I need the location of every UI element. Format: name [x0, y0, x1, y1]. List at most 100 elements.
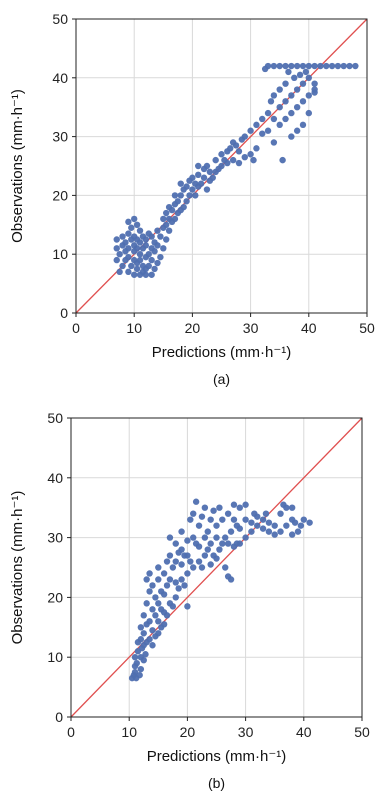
data-point-b [192, 498, 200, 505]
x-ticks-a: 0 10 20 30 40 50 [72, 313, 375, 336]
data-point-a [288, 109, 295, 117]
data-point-a [218, 162, 225, 170]
data-point-a [145, 251, 152, 258]
data-point-b [300, 516, 307, 523]
data-point-b [236, 504, 243, 511]
reference-line-b [70, 417, 363, 718]
data-point-b [160, 621, 168, 628]
data-point-a [305, 109, 312, 117]
data-point-a [163, 236, 170, 243]
data-point-a [133, 221, 141, 228]
data-point-b [210, 507, 217, 514]
data-point-b [190, 564, 197, 571]
data-point-a [276, 104, 283, 111]
data-point-a [171, 215, 179, 223]
data-point-a [206, 168, 214, 176]
data-point-b [149, 606, 156, 613]
x-axis-label-a: Predictions (mm·h⁻¹) [152, 344, 292, 361]
data-point-a [116, 268, 123, 276]
data-point-a [177, 180, 184, 187]
x-tick-label-a: 10 [126, 320, 142, 336]
data-point-b [242, 516, 249, 523]
data-point-b [204, 528, 211, 535]
data-point-b [184, 537, 191, 544]
data-point-b [297, 522, 305, 529]
data-point-a [293, 127, 301, 134]
data-point-a [192, 192, 199, 199]
data-point-b [222, 564, 229, 571]
data-point-a [157, 253, 164, 261]
data-point-b [224, 510, 232, 517]
data-point-a [323, 62, 330, 70]
data-point-b [201, 552, 209, 559]
data-point-b [146, 588, 153, 595]
data-point-a [259, 130, 266, 137]
data-point-b [172, 540, 179, 547]
data-point-a [296, 71, 304, 79]
data-point-b [195, 543, 203, 550]
data-point-a [276, 62, 283, 70]
data-point-a [148, 256, 155, 264]
data-point-b [262, 510, 270, 517]
data-point-b [294, 528, 302, 535]
data-point-a [163, 221, 170, 228]
data-point-b [146, 570, 153, 577]
data-point-b [187, 558, 194, 565]
data-point-a [270, 92, 278, 99]
data-point-a [218, 151, 225, 158]
data-point-b [204, 546, 211, 553]
data-point-b [181, 582, 188, 589]
data-point-b [224, 540, 232, 547]
data-point-a [270, 115, 278, 123]
data-point-a [163, 209, 170, 217]
data-point-b [213, 534, 220, 541]
x-tick-label-a: 50 [359, 320, 375, 336]
data-point-b [265, 528, 273, 535]
x-tick-label-a: 40 [301, 320, 317, 336]
data-point-b [259, 516, 267, 523]
data-point-a [235, 159, 243, 167]
data-point-a [267, 98, 275, 105]
data-point-a [299, 121, 307, 129]
data-point-a [346, 62, 353, 70]
data-point-b [133, 659, 140, 667]
data-point-b [190, 510, 197, 517]
data-point-a [282, 98, 289, 105]
data-point-a [154, 259, 161, 267]
data-point-a [299, 62, 307, 70]
x-tick-label-b: 40 [296, 724, 312, 740]
data-point-b [143, 600, 150, 607]
data-point-a [235, 148, 243, 155]
data-point-b [155, 576, 162, 583]
data-point-a [160, 215, 167, 223]
data-point-b [271, 522, 278, 529]
data-point-a [288, 92, 295, 99]
data-point-a [142, 242, 150, 249]
data-point-a [247, 151, 254, 158]
data-point-a [293, 104, 301, 111]
data-point-b [283, 522, 290, 529]
data-point-b [178, 528, 185, 535]
data-point-b [184, 603, 191, 610]
data-point-a [171, 192, 179, 199]
data-point-a [299, 98, 307, 105]
data-point-b [166, 576, 174, 583]
data-point-a [116, 251, 123, 258]
data-point-b [146, 636, 153, 643]
data-point-a [250, 156, 257, 164]
points-b [128, 498, 313, 682]
data-point-a [302, 68, 310, 76]
data-point-a [259, 115, 266, 123]
data-point-a [282, 80, 289, 87]
data-point-b [155, 600, 162, 607]
data-point-b [137, 636, 145, 643]
data-point-a [229, 156, 237, 164]
data-point-b [259, 525, 267, 532]
y-tick-label-b: 50 [47, 410, 63, 426]
data-point-a [125, 218, 132, 226]
data-point-b [213, 555, 220, 562]
data-point-a [293, 62, 301, 70]
data-point-b [271, 531, 278, 538]
scatter-panel-b: 0 10 20 30 40 50 0 10 20 30 40 50 Predictions (mm·… [9, 410, 370, 791]
data-point-a [160, 245, 167, 252]
